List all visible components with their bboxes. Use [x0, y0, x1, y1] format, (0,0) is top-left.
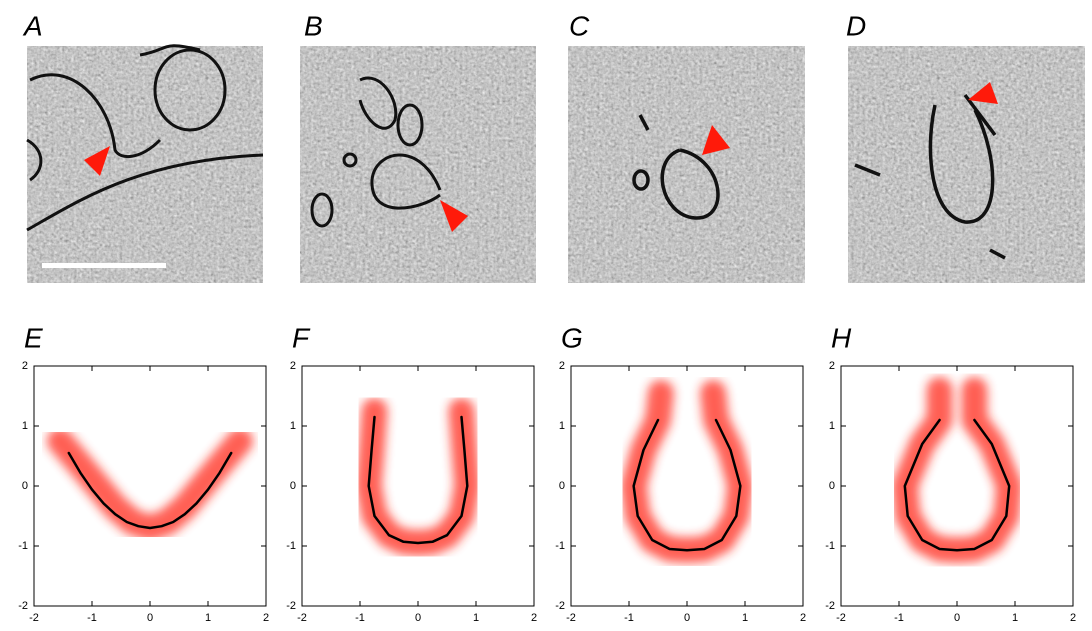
y-tick-label: -1	[825, 540, 835, 552]
fit-curve	[632, 418, 742, 552]
x-tick-label: -2	[836, 612, 846, 624]
arrow	[84, 146, 110, 176]
x-tick-label: 0	[415, 612, 421, 624]
x-tick-label: 2	[263, 612, 269, 624]
x-tick-label: 0	[147, 612, 153, 624]
x-tick-label: 0	[684, 612, 690, 624]
x-tick-label: -1	[87, 612, 97, 624]
y-tick-label: 0	[829, 480, 835, 492]
image	[27, 46, 263, 283]
y-tick-label: -1	[555, 540, 565, 552]
y-tick-label: -2	[286, 600, 296, 612]
y-tick-label: 0	[290, 480, 296, 492]
y-tick-label: -1	[18, 540, 28, 552]
y-tick-label: 1	[22, 420, 28, 432]
y-tick-label: 1	[559, 420, 565, 432]
chart-title: H	[831, 322, 852, 353]
panel-label: C	[569, 10, 590, 41]
panel-label: A	[22, 10, 43, 41]
scatter-cloud	[891, 377, 1023, 564]
x-tick-label: 1	[205, 612, 211, 624]
x-tick-label: -1	[355, 612, 365, 624]
membranes	[854, 93, 1006, 260]
image	[300, 46, 536, 283]
y-tick-label: -2	[18, 600, 28, 612]
x-tick-label: 1	[1012, 612, 1018, 624]
x-tick-label: -2	[297, 612, 307, 624]
micrograph-c: C	[568, 10, 805, 283]
chart: F -2 -1 0 1 2 -2 -1 0 1 2	[286, 322, 537, 624]
y-tick-label: -2	[825, 600, 835, 612]
chart-title: G	[561, 322, 583, 353]
chart-title: F	[292, 322, 311, 353]
fit-curve	[67, 451, 233, 530]
image	[848, 46, 1085, 283]
plot-frame	[33, 365, 267, 607]
micrograph-b: B	[300, 10, 536, 283]
fit-curve	[367, 415, 469, 545]
x-tick-label: -1	[624, 612, 634, 624]
y-tick-label: 1	[829, 420, 835, 432]
y-tick-label: 0	[559, 480, 565, 492]
image	[568, 46, 805, 283]
plot-frame	[840, 365, 1074, 607]
x-tick-label: 0	[954, 612, 960, 624]
y-tick-label: -1	[286, 540, 296, 552]
y-tick-label: -2	[555, 600, 565, 612]
plot-frame	[570, 365, 804, 607]
x-tick-label: -2	[29, 612, 39, 624]
chart: E -2 -1 0 1 2 -2 -1 0 1 2	[18, 322, 269, 624]
chart: H -2 -1 0 1 2 -2 -1 0 1 2	[825, 322, 1076, 624]
scatter-cloud	[355, 398, 481, 556]
panel-label: D	[846, 10, 866, 41]
x-tick-label: 2	[1070, 612, 1076, 624]
chart-title: E	[24, 322, 43, 353]
y-tick-label: 1	[290, 420, 296, 432]
y-tick-label: 0	[22, 480, 28, 492]
arrow	[702, 125, 730, 155]
x-tick-label: -2	[566, 612, 576, 624]
membranes	[632, 114, 720, 220]
membranes	[26, 44, 264, 232]
fit-curve	[903, 418, 1011, 552]
x-tick-label: 2	[800, 612, 806, 624]
arrow	[968, 82, 998, 104]
x-tick-label: -1	[894, 612, 904, 624]
plot-frame	[301, 365, 535, 607]
micrograph-d: D	[846, 10, 1085, 283]
x-tick-label: 2	[531, 612, 537, 624]
y-tick-label: 2	[22, 360, 28, 372]
x-tick-label: 1	[473, 612, 479, 624]
y-tick-label: 2	[559, 360, 565, 372]
scale-bar	[42, 263, 166, 268]
membranes	[310, 76, 442, 228]
y-tick-label: 2	[829, 360, 835, 372]
chart: G -2 -1 0 1 2 -2 -1 0 1 2	[555, 322, 806, 624]
x-tick-label: 1	[742, 612, 748, 624]
panel-label: B	[304, 10, 323, 41]
arrow	[440, 200, 468, 232]
micrograph-a: A	[22, 10, 264, 283]
y-tick-label: 2	[290, 360, 296, 372]
scatter-cloud	[620, 380, 754, 564]
